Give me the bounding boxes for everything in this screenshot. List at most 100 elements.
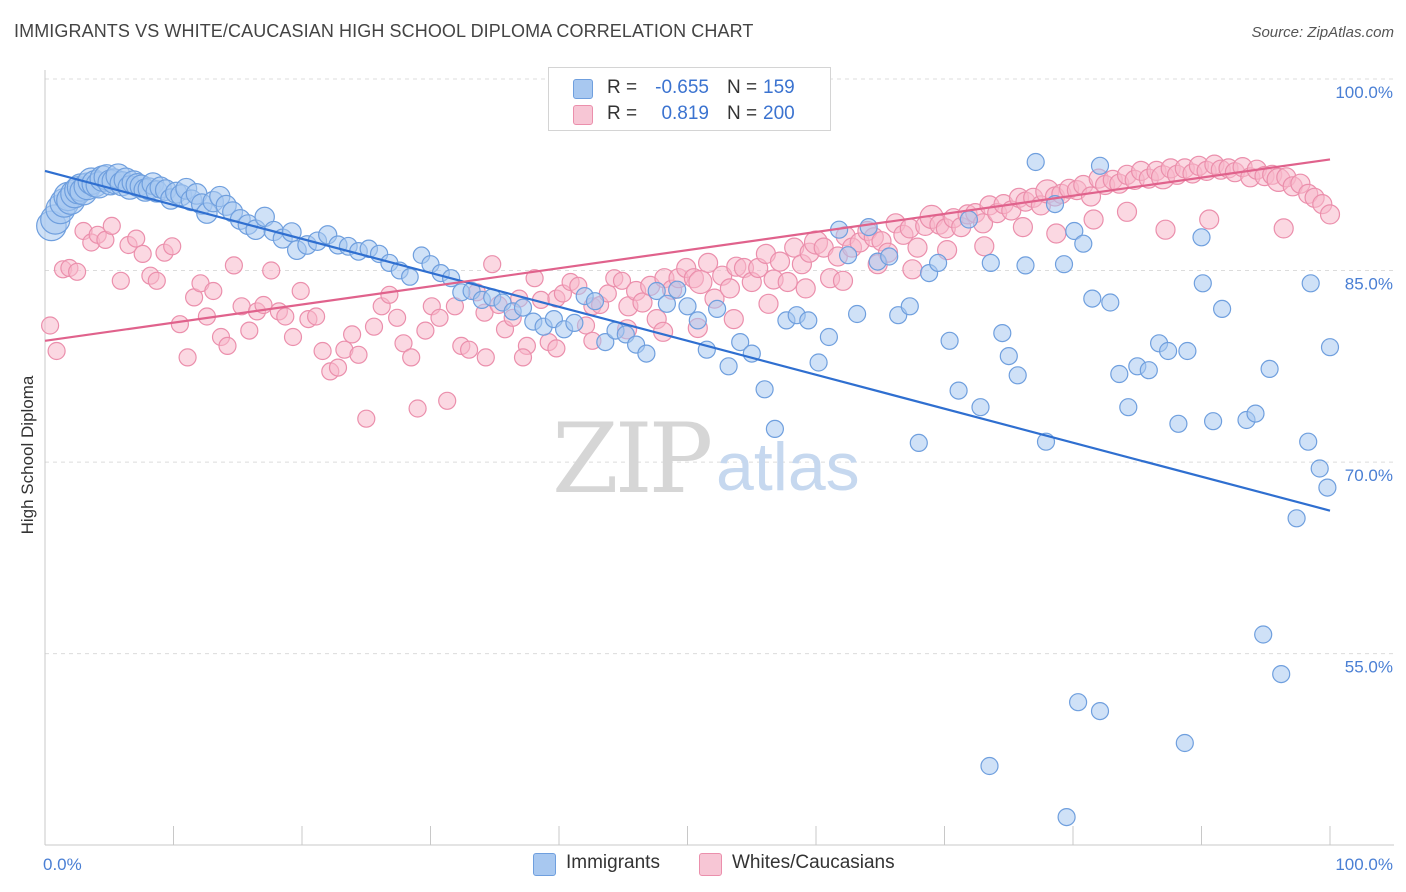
immigrants-point	[980, 756, 999, 776]
y-tick-label: 100.0%	[1335, 83, 1393, 102]
immigrants-point	[1090, 701, 1110, 721]
whites-point	[47, 341, 66, 361]
chart-source: Source: ZipAtlas.com	[1251, 24, 1394, 41]
y-tick-label: 70.0%	[1345, 466, 1393, 485]
whites-point	[438, 391, 457, 410]
legend-swatch-immigrants	[533, 853, 556, 876]
whites-point	[408, 399, 427, 418]
whites-point	[476, 348, 495, 367]
whites-point	[902, 259, 923, 280]
immigrants-point	[1192, 228, 1211, 247]
immigrants-point	[596, 333, 615, 352]
immigrants-point	[847, 304, 867, 324]
whites-point	[291, 281, 310, 301]
immigrants-point	[1254, 625, 1273, 644]
whites-point	[974, 236, 995, 257]
whites-trend-line	[44, 158, 1331, 342]
whites-point	[719, 278, 741, 299]
whites-point	[240, 321, 259, 340]
legend-r-value: 0.819	[661, 103, 709, 124]
immigrants-point	[1310, 459, 1329, 478]
whites-point	[1319, 204, 1341, 225]
whites-point	[907, 237, 928, 258]
whites-point	[688, 269, 713, 295]
immigrants-point	[755, 380, 774, 399]
immigrants-point	[999, 347, 1018, 366]
immigrants-point	[719, 357, 738, 376]
chart-title: IMMIGRANTS VS WHITE/CAUCASIAN HIGH SCHOO…	[14, 21, 754, 41]
immigrants-point	[1299, 432, 1318, 451]
whites-point	[349, 345, 368, 364]
whites-point	[936, 240, 958, 261]
whites-point	[343, 325, 362, 344]
whites-point	[777, 271, 798, 293]
whites-point	[525, 269, 544, 288]
whites-point	[1083, 209, 1104, 230]
legend-swatch-whites	[699, 853, 722, 876]
immigrants-point	[880, 247, 899, 266]
immigrants-point	[940, 331, 959, 350]
immigrants-point	[838, 246, 858, 265]
whites-point	[402, 348, 421, 367]
immigrants-point	[1054, 255, 1074, 274]
immigrants-trend-line	[44, 169, 1331, 512]
whites-point	[769, 251, 791, 272]
whites-point	[1155, 219, 1176, 240]
whites-point	[460, 340, 479, 359]
whites-points	[40, 154, 1341, 428]
immigrants-point	[1074, 234, 1093, 253]
immigrants-point	[799, 311, 818, 330]
immigrants-point	[657, 294, 677, 313]
immigrants-point	[1260, 359, 1279, 378]
immigrants-point	[1119, 398, 1138, 417]
whites-point	[178, 348, 197, 367]
immigrants-point	[959, 210, 979, 229]
x-tick-label: 100.0%	[1335, 855, 1393, 874]
immigrants-point	[1008, 366, 1027, 385]
whites-point	[416, 321, 435, 340]
immigrants-point	[585, 292, 605, 311]
legend-row-whites: R = 0.819 N = 200	[549, 102, 830, 128]
immigrants-point	[981, 253, 1000, 272]
watermark-zip: ZIP	[552, 403, 711, 515]
immigrants-point	[688, 311, 707, 330]
whites-point	[163, 237, 182, 256]
legend-r-label: R =	[607, 103, 638, 124]
immigrants-point	[949, 381, 968, 400]
whites-point	[632, 292, 653, 313]
axes	[44, 70, 1394, 846]
immigrants-point	[1318, 478, 1337, 497]
whites-point	[224, 256, 243, 275]
immigrants-point	[1083, 289, 1102, 308]
legend-row-immigrants: R = -0.655 N = 159	[549, 76, 830, 102]
whites-point	[283, 327, 303, 347]
immigrants-point	[1090, 156, 1110, 175]
immigrants-point	[401, 268, 419, 286]
x-tick-label: 0.0%	[43, 855, 82, 874]
immigrants-point	[637, 344, 656, 363]
immigrants-point	[513, 298, 533, 317]
immigrants-point	[1016, 256, 1035, 275]
whites-point	[218, 336, 237, 355]
immigrants-point	[819, 327, 839, 347]
whites-point	[357, 409, 376, 428]
correlation-legend: R = -0.655 N = 159 R = 0.819 N = 200	[548, 67, 831, 131]
immigrants-point	[1320, 338, 1340, 357]
immigrants-point	[1110, 364, 1129, 384]
whites-point	[364, 317, 384, 336]
whites-point	[723, 309, 744, 330]
whites-point	[380, 285, 399, 304]
whites-point	[170, 315, 189, 334]
whites-point	[147, 271, 166, 290]
whites-point	[313, 341, 332, 361]
immigrants-point	[731, 333, 750, 352]
legend-n-label: N =	[727, 77, 758, 98]
legend-n-value: 200	[763, 103, 795, 124]
immigrants-point	[765, 419, 785, 438]
tick-labels: 55.0% 70.0% 85.0% 100.0% 0.0% 100.0%	[43, 83, 1393, 874]
immigrants-point	[1026, 152, 1045, 172]
legend-r-value: -0.655	[655, 77, 709, 98]
immigrants-point	[1246, 404, 1265, 423]
immigrants-point	[809, 353, 828, 372]
